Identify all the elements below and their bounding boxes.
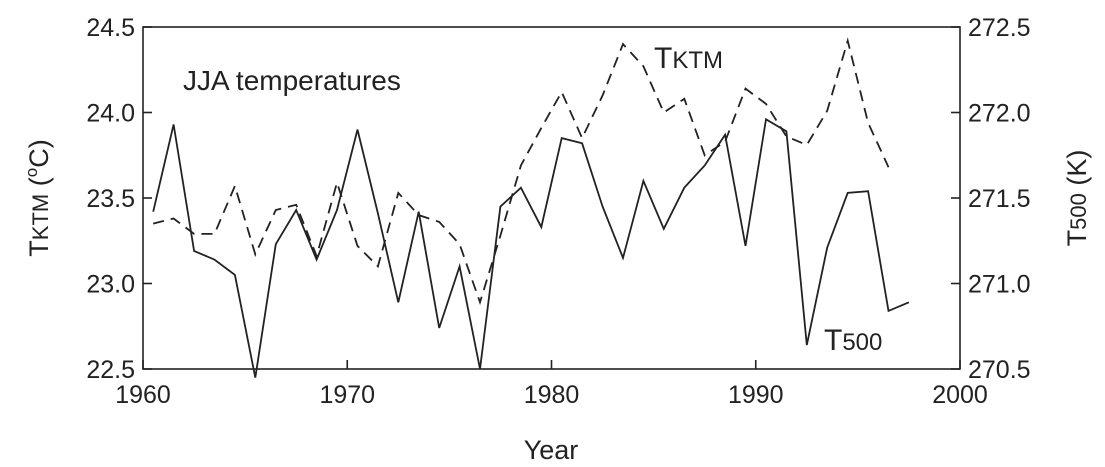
y-axis-title-right: T500 (K) [1062,150,1092,247]
axis-ticks: 1960 1970 1980 1990 2000 22.5 23.0 23.5 24.0 24.5… [86,14,1030,409]
y-tick-label-right: 272.5 [968,14,1031,42]
y-axis-right-main: T [1062,230,1092,247]
y-tick-label-left: 23.0 [86,271,135,299]
x-axis-title: Year [524,435,579,465]
y-tick-label-right: 272.0 [968,100,1031,128]
series-label-t500-main: T [824,324,842,357]
chart-title: JJA temperatures [183,65,401,96]
series-label-t500: T500 [824,324,882,357]
y-tick-label-right: 271.0 [968,271,1031,299]
y-tick-label-left: 23.5 [86,185,135,213]
y-axis-right-unit: (K) [1062,150,1092,194]
x-tick-label: 1980 [524,381,580,409]
y-axis-right-sub: 500 [1066,193,1091,230]
series-line-tktm [152,37,890,306]
x-tick-label: 1970 [319,381,375,409]
series-label-tktm-sub: KTM [672,47,723,74]
y-tick-label-left: 24.0 [86,100,135,128]
x-tick-label: 2000 [932,381,988,409]
y-tick-label-left: 22.5 [86,356,135,384]
series-label-tktm: TKTM [654,42,723,75]
series-label-tktm-main: T [654,42,672,75]
y-axis-left-main: T [24,240,54,257]
y-tick-label-right: 270.5 [968,356,1031,384]
y-axis-left-sub: KTM [28,194,53,240]
y-tick-label-left: 24.5 [86,14,135,42]
series-line-t500 [152,117,910,378]
y-axis-left-unit-close: C) [24,139,54,168]
y-axis-left-unit-sup: o [22,168,41,177]
series-label-t500-sub: 500 [842,329,882,356]
y-tick-label-right: 271.5 [968,185,1031,213]
y-axis-left-unit-open: ( [24,177,54,194]
series-lines [152,37,910,378]
x-tick-label: 1960 [115,381,171,409]
y-axis-title-left: TKTM (oC) [22,139,54,256]
x-tick-label: 1990 [728,381,784,409]
